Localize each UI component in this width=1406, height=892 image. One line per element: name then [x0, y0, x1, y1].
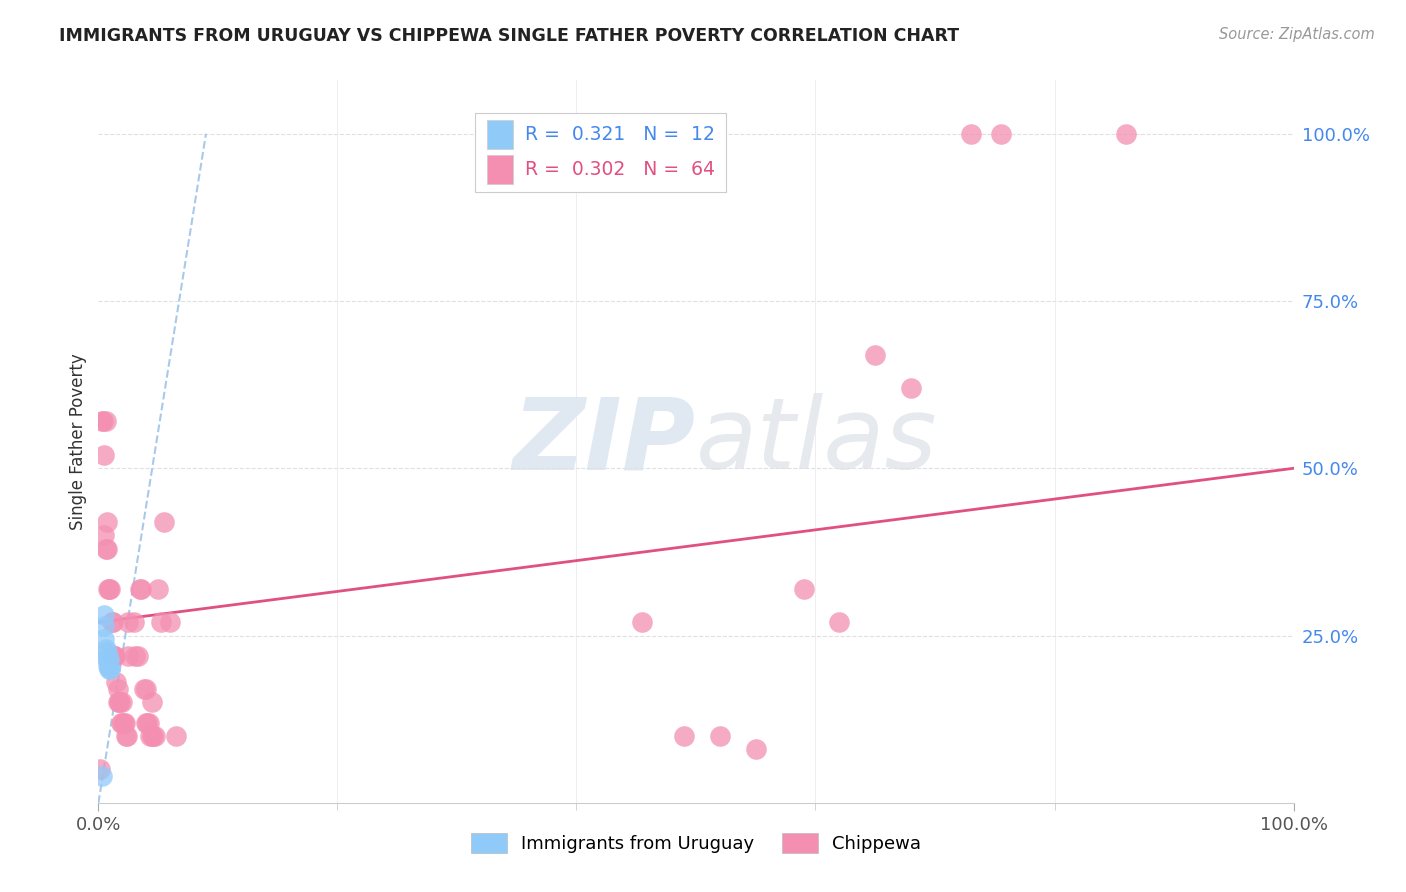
Point: [107, 681, 129, 696]
FancyBboxPatch shape: [475, 112, 725, 193]
Point: [96, 652, 118, 666]
Point: [93, 608, 115, 623]
Point: [138, 715, 160, 730]
Point: [97, 652, 120, 666]
Point: [117, 615, 139, 630]
Point: [149, 615, 172, 630]
Point: [101, 648, 124, 663]
Point: [91, 769, 114, 783]
Point: [159, 615, 181, 630]
Point: [631, 615, 654, 630]
Point: [104, 648, 127, 663]
Point: [93, 632, 115, 646]
Point: [136, 715, 159, 730]
Point: [132, 681, 155, 696]
Point: [990, 127, 1012, 141]
Point: [129, 582, 152, 596]
Point: [673, 729, 696, 743]
Point: [96, 515, 118, 529]
Point: [141, 696, 163, 710]
Point: [709, 729, 731, 743]
Point: [96, 645, 118, 659]
Point: [124, 615, 146, 630]
Point: [108, 696, 131, 710]
Bar: [486, 120, 513, 149]
Point: [114, 715, 136, 730]
Bar: [486, 154, 513, 184]
Point: [98, 652, 121, 666]
Point: [111, 696, 134, 710]
Point: [112, 715, 135, 730]
Y-axis label: Single Father Poverty: Single Father Poverty: [69, 353, 87, 530]
Point: [828, 615, 851, 630]
Point: [97, 582, 120, 596]
Point: [148, 582, 170, 596]
Text: Source: ZipAtlas.com: Source: ZipAtlas.com: [1219, 27, 1375, 42]
Text: R =  0.302   N =  64: R = 0.302 N = 64: [524, 160, 716, 178]
Point: [94, 642, 117, 657]
Text: R =  0.321   N =  12: R = 0.321 N = 12: [524, 125, 714, 144]
Point: [101, 615, 124, 630]
Point: [165, 729, 187, 743]
Text: ZIP: ZIP: [513, 393, 696, 490]
Point: [100, 615, 122, 630]
Point: [900, 381, 922, 395]
Point: [89, 762, 111, 776]
Point: [960, 127, 983, 141]
Point: [141, 729, 163, 743]
Text: atlas: atlas: [696, 393, 938, 490]
Point: [103, 648, 125, 663]
Point: [105, 675, 128, 690]
Point: [115, 729, 138, 743]
Point: [97, 658, 120, 673]
Point: [96, 541, 118, 556]
Point: [94, 541, 117, 556]
Point: [107, 696, 129, 710]
Point: [142, 729, 165, 743]
Point: [91, 414, 114, 429]
Legend: Immigrants from Uruguay, Chippewa: Immigrants from Uruguay, Chippewa: [461, 824, 931, 863]
Point: [98, 662, 121, 676]
Point: [115, 729, 138, 743]
Point: [153, 515, 176, 529]
Point: [98, 582, 121, 596]
Point: [139, 729, 162, 743]
Text: IMMIGRANTS FROM URUGUAY VS CHIPPEWA SINGLE FATHER POVERTY CORRELATION CHART: IMMIGRANTS FROM URUGUAY VS CHIPPEWA SING…: [59, 27, 959, 45]
Point: [111, 715, 134, 730]
Point: [94, 414, 117, 429]
Point: [745, 742, 768, 756]
Point: [124, 648, 146, 663]
Point: [131, 582, 153, 596]
Point: [135, 715, 157, 730]
Point: [1115, 127, 1137, 141]
Point: [107, 696, 129, 710]
Point: [91, 414, 114, 429]
Point: [865, 348, 887, 362]
Point: [110, 715, 132, 730]
Point: [98, 662, 122, 676]
Point: [93, 448, 115, 462]
Point: [93, 618, 115, 632]
Point: [98, 582, 122, 596]
Point: [143, 729, 166, 743]
Point: [793, 582, 815, 596]
Point: [93, 528, 115, 542]
Point: [117, 648, 139, 663]
Point: [135, 681, 157, 696]
Point: [103, 648, 125, 663]
Point: [127, 648, 149, 663]
